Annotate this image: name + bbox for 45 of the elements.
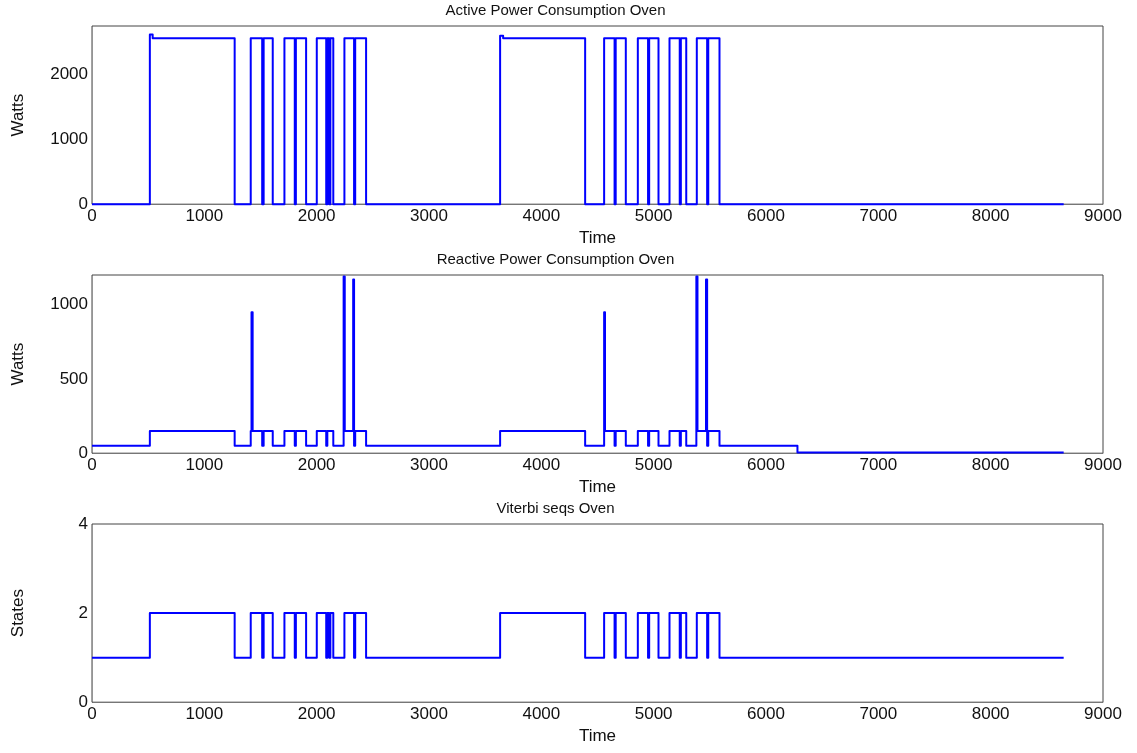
y-tick-label: 4 bbox=[78, 513, 88, 533]
y-tick-label: 1000 bbox=[50, 129, 88, 149]
x-tick-label: 7000 bbox=[859, 206, 898, 226]
x-tick-label: 4000 bbox=[522, 704, 561, 724]
chart-title: Reactive Power Consumption Oven bbox=[436, 250, 675, 268]
x-tick-label: 5000 bbox=[634, 455, 673, 475]
x-axis-title: Time bbox=[578, 228, 617, 248]
x-tick-label: 8000 bbox=[971, 704, 1010, 724]
x-tick-label: 4000 bbox=[522, 455, 561, 475]
y-tick-label: 2000 bbox=[50, 64, 88, 84]
x-tick-label: 2000 bbox=[297, 704, 336, 724]
x-tick-label: 3000 bbox=[410, 206, 448, 226]
x-tick-label: 6000 bbox=[747, 455, 785, 475]
chart-title: Viterbi seqs Oven bbox=[496, 499, 615, 517]
y-axis-title: Watts bbox=[7, 342, 27, 386]
x-tick-label: 2000 bbox=[297, 455, 336, 475]
x-tick-label: 9000 bbox=[1084, 455, 1122, 475]
y-axis-title: States bbox=[7, 589, 27, 638]
x-tick-label: 2000 bbox=[297, 206, 336, 226]
x-tick-label: 1000 bbox=[185, 704, 224, 724]
y-tick-label: 0 bbox=[78, 691, 88, 711]
x-tick-label: 3000 bbox=[410, 455, 448, 475]
y-tick-label: 0 bbox=[78, 442, 88, 462]
x-tick-label: 1000 bbox=[185, 455, 224, 475]
y-tick-label: 500 bbox=[59, 368, 88, 388]
x-tick-label: 9000 bbox=[1084, 704, 1122, 724]
x-tick-label: 5000 bbox=[634, 206, 673, 226]
x-tick-label: 7000 bbox=[859, 704, 898, 724]
y-axis-title: Watts bbox=[7, 93, 27, 137]
x-tick-label: 8000 bbox=[971, 455, 1010, 475]
x-tick-label: 6000 bbox=[747, 206, 785, 226]
x-tick-label: 9000 bbox=[1084, 206, 1122, 226]
y-tick-label: 2 bbox=[78, 602, 88, 622]
x-tick-label: 1000 bbox=[185, 206, 224, 226]
x-tick-label: 5000 bbox=[634, 704, 673, 724]
chart-title: Active Power Consumption Oven bbox=[445, 1, 666, 19]
x-tick-label: 4000 bbox=[522, 206, 561, 226]
x-axis-title: Time bbox=[578, 477, 617, 497]
x-tick-label: 6000 bbox=[747, 704, 785, 724]
x-tick-label: 7000 bbox=[859, 455, 898, 475]
y-tick-label: 0 bbox=[78, 193, 88, 213]
y-tick-label: 1000 bbox=[50, 294, 88, 314]
x-tick-label: 8000 bbox=[971, 206, 1010, 226]
x-tick-label: 3000 bbox=[410, 704, 448, 724]
x-axis-title: Time bbox=[578, 726, 617, 746]
